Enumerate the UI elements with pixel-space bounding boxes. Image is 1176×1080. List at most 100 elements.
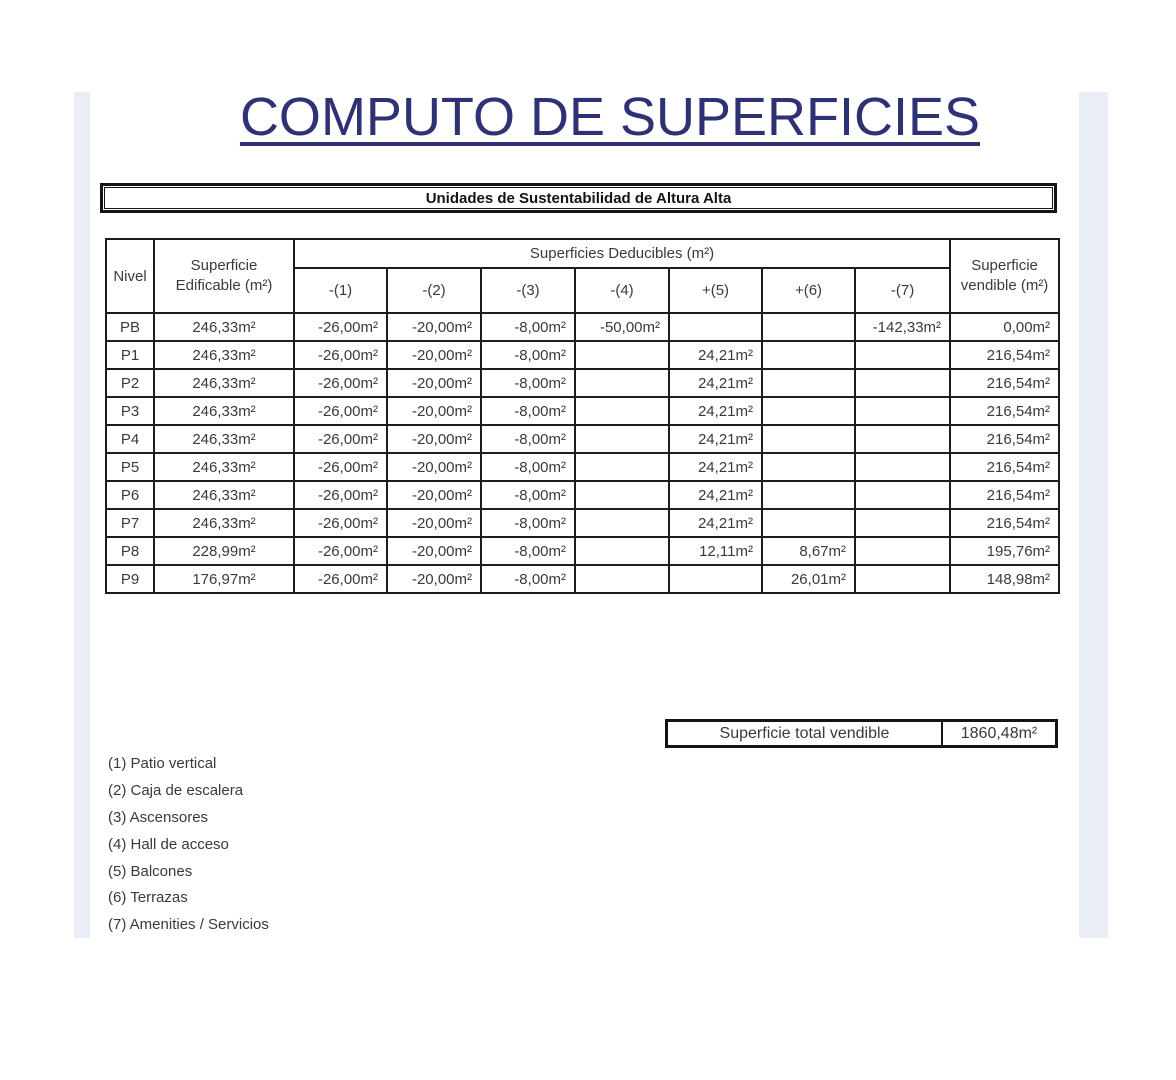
deducible-cell: -26,00m² (293, 508, 388, 538)
edificable-cell: 246,33m² (153, 424, 295, 454)
table-row: P8 228,99m² -26,00m² -20,00m² -8,00m² 12,11m²… (105, 536, 1061, 566)
deducible-cell: 24,21m² (668, 452, 763, 482)
deducible-cell (574, 536, 670, 566)
deducible-cell: -20,00m² (386, 564, 482, 594)
deducible-cell (761, 480, 856, 510)
deducible-cell: -26,00m² (293, 312, 388, 342)
edificable-header: Superficie Edificable (m²) (153, 238, 295, 314)
deducible-cell: -20,00m² (386, 452, 482, 482)
deducible-cell (668, 564, 763, 594)
deducible-cell: -20,00m² (386, 396, 482, 426)
table-row: P9 176,97m² -26,00m² -20,00m² -8,00m² 26,01m²… (105, 564, 1061, 594)
footnote-item: (4) Hall de acceso (108, 835, 229, 853)
deducible-cell: 24,21m² (668, 396, 763, 426)
deducible-cell: -20,00m² (386, 508, 482, 538)
deducible-cell: -20,00m² (386, 480, 482, 510)
edificable-cell: 228,99m² (153, 536, 295, 566)
table-row: P6 246,33m² -26,00m² -20,00m² -8,00m² 24,21m²… (105, 480, 1061, 510)
edificable-cell: 246,33m² (153, 368, 295, 398)
deducible-cell: -20,00m² (386, 368, 482, 398)
page-title: COMPUTO DE SUPERFICIES (239, 87, 981, 147)
footnote-item: (3) Ascensores (108, 808, 209, 826)
deducible-cell (574, 424, 670, 454)
edificable-header-line2: Edificable (m²) (175, 277, 273, 294)
deducible-cell (853, 508, 952, 538)
vendible-cell: 216,54m² (949, 368, 1061, 398)
deducible-cell (761, 396, 856, 426)
edificable-cell: 246,33m² (153, 480, 295, 510)
table-row: P2 246,33m² -26,00m² -20,00m² -8,00m² 24,21m²… (105, 368, 1061, 398)
deducible-cell: -26,00m² (293, 368, 388, 398)
deducible-cell: -26,00m² (293, 424, 388, 454)
deducible-column-header: +(5) (668, 267, 763, 314)
deducible-cell (668, 312, 763, 342)
footnote-item: (1) Patio vertical (108, 755, 217, 772)
vendible-header-line2: vendible (m²) (960, 277, 1049, 294)
deducible-column-header: -(1) (293, 267, 388, 314)
footnote-item: (6) Terrazas (108, 889, 188, 907)
level-cell: PB (105, 312, 155, 342)
level-cell: P9 (105, 564, 155, 594)
footnote-item: (5) Balcones (108, 862, 193, 880)
deducible-column-header: +(6) (761, 267, 856, 314)
deducible-cell: -8,00m² (480, 452, 576, 482)
deducible-cell (574, 480, 670, 510)
deducible-cell: -26,00m² (293, 396, 388, 426)
level-cell: P7 (105, 508, 155, 538)
deducible-cell: 12,11m² (668, 536, 763, 566)
page-margin-strip-left (74, 92, 90, 938)
deducible-cell: -8,00m² (480, 424, 576, 454)
deducible-cell: 24,21m² (668, 340, 763, 370)
footnote-item: (2) Caja de escalera (108, 781, 244, 799)
deducible-column-header: -(7) (853, 267, 952, 314)
vendible-cell: 216,54m² (949, 480, 1061, 510)
deducible-cell: -20,00m² (386, 312, 482, 342)
deducible-cell: -20,00m² (386, 536, 482, 566)
vendible-cell: 0,00m² (949, 312, 1061, 342)
deducible-cell (853, 340, 952, 370)
edificable-cell: 246,33m² (153, 312, 295, 342)
vendible-header-line1: Superficie (971, 257, 1038, 274)
level-cell: P6 (105, 480, 155, 510)
deducible-cell (574, 564, 670, 594)
deducible-cell (761, 508, 856, 538)
total-value: 1860,48m² (960, 724, 1038, 742)
deducible-cell: -26,00m² (293, 340, 388, 370)
edificable-header-line1: Superficie (190, 257, 258, 274)
level-cell: P2 (105, 368, 155, 398)
deducible-column-header: -(2) (386, 267, 482, 314)
deducible-cell (574, 452, 670, 482)
deducible-cell: -8,00m² (480, 536, 576, 566)
level-cell: P8 (105, 536, 155, 566)
deducible-cell: -26,00m² (293, 536, 388, 566)
vendible-cell: 195,76m² (949, 536, 1061, 566)
deducible-cell: -26,00m² (293, 564, 388, 594)
vendible-cell: 148,98m² (949, 564, 1061, 594)
deducible-cell (574, 396, 670, 426)
deducible-cell (574, 368, 670, 398)
vendible-cell: 216,54m² (949, 396, 1061, 426)
total-label: Superficie total vendible (668, 722, 943, 745)
deducible-cell: -8,00m² (480, 480, 576, 510)
vendible-cell: 216,54m² (949, 340, 1061, 370)
deducible-column-header: -(3) (480, 267, 576, 314)
deducible-cell: -26,00m² (293, 452, 388, 482)
deducible-cell: 24,21m² (668, 508, 763, 538)
vendible-header: Superficie vendible (m²) (949, 238, 1061, 314)
deducible-cell: 8,67m² (761, 536, 856, 566)
deducible-cell (761, 452, 856, 482)
deducibles-group-header: Superficies Deducibles (m²) (292, 238, 952, 269)
deducible-cell: -26,00m² (293, 480, 388, 510)
footnote-item: (7) Amenities / Servicios (108, 916, 269, 934)
deducible-cell: -20,00m² (386, 340, 482, 370)
deducible-cell (853, 564, 952, 594)
deducible-cell (761, 368, 856, 398)
deducible-cell (853, 452, 952, 482)
table-row: P7 246,33m² -26,00m² -20,00m² -8,00m² 24,21m²… (105, 508, 1061, 538)
deducible-cell (574, 508, 670, 538)
vendible-cell: 216,54m² (949, 424, 1061, 454)
deducible-cell: -8,00m² (480, 340, 576, 370)
deducible-cell: 26,01m² (761, 564, 856, 594)
footnotes: (1) Patio vertical (2) Caja de escalera (3… (108, 751, 269, 939)
edificable-cell: 246,33m² (153, 396, 295, 426)
